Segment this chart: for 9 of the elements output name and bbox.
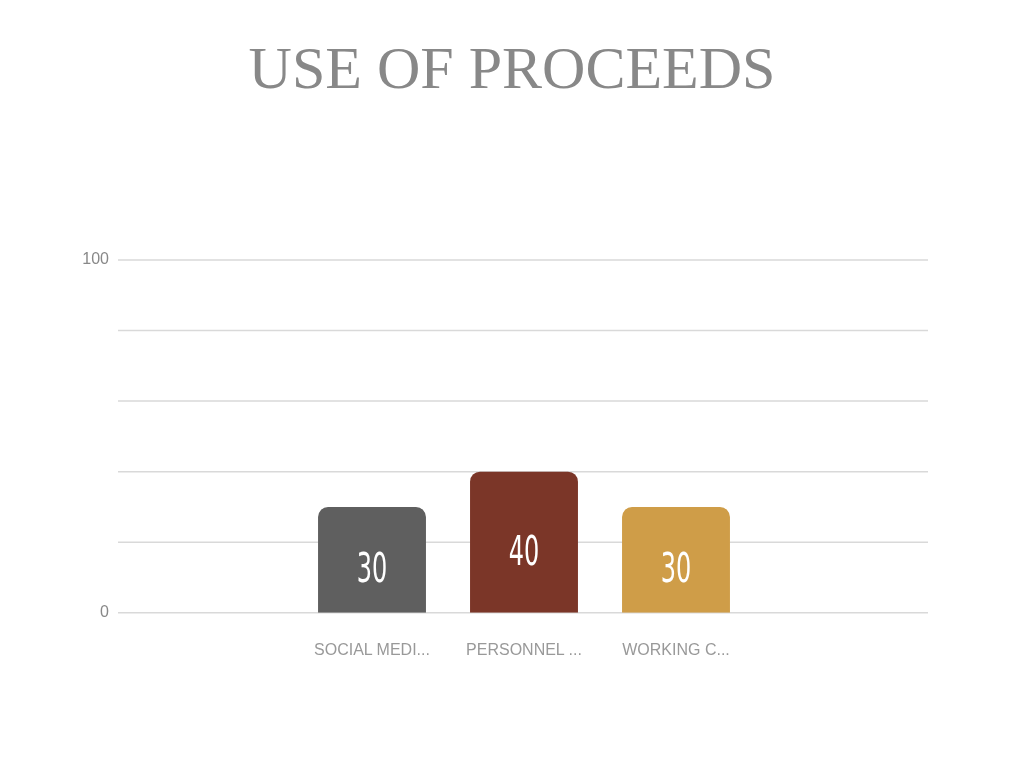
data-label: 30 (660, 544, 692, 592)
x-tick-label: PERSONNEL ... (466, 640, 582, 658)
data-label: 30 (356, 544, 388, 592)
chart-title: USE OF PROCEEDS (248, 35, 776, 101)
y-tick-label: 100 (82, 250, 110, 268)
y-tick-label: 0 (100, 603, 110, 621)
x-tick-label: SOCIAL MEDI... (314, 640, 430, 658)
data-label: 40 (508, 527, 540, 575)
x-tick-label: WORKING C... (622, 640, 730, 658)
